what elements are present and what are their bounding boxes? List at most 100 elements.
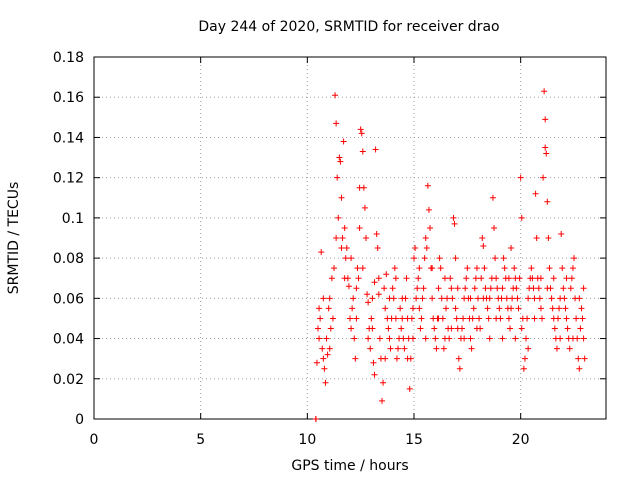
data-point	[542, 116, 549, 123]
data-point	[393, 355, 400, 362]
data-point	[541, 88, 548, 95]
data-point	[508, 245, 515, 252]
data-point	[319, 345, 326, 352]
data-point	[429, 295, 436, 302]
data-point	[569, 335, 576, 342]
data-point	[347, 315, 353, 322]
data-point	[412, 245, 419, 252]
data-point	[443, 305, 449, 312]
data-point	[320, 295, 327, 302]
data-point	[524, 315, 531, 322]
data-point	[323, 335, 330, 342]
data-point	[520, 365, 527, 372]
data-point	[354, 265, 361, 272]
data-point	[449, 295, 456, 302]
data-point	[380, 379, 387, 386]
data-point	[485, 315, 492, 322]
data-point	[448, 325, 455, 332]
data-point	[363, 235, 369, 241]
data-point	[399, 295, 406, 302]
data-point	[389, 285, 396, 292]
data-point	[429, 265, 436, 272]
data-point	[508, 305, 515, 312]
data-point	[371, 371, 378, 378]
data-point	[324, 351, 331, 358]
data-point	[385, 325, 392, 332]
x-tick-label: 20	[512, 432, 530, 448]
data-point	[358, 130, 365, 137]
data-point	[521, 355, 528, 362]
data-point	[452, 305, 459, 312]
data-point	[553, 345, 560, 352]
data-point	[447, 275, 454, 282]
data-point	[499, 335, 506, 342]
data-point	[411, 255, 417, 262]
data-point	[422, 235, 429, 241]
data-point	[359, 148, 366, 155]
y-tick-label: 0.1	[62, 211, 84, 227]
data-point	[341, 224, 348, 231]
data-point	[525, 295, 532, 302]
data-point	[345, 283, 352, 290]
y-tick-label: 0.06	[53, 291, 84, 307]
data-point	[353, 315, 360, 322]
data-point	[374, 245, 381, 252]
data-point	[514, 295, 521, 302]
data-point	[500, 255, 507, 262]
data-point	[419, 295, 426, 302]
data-point	[315, 325, 321, 332]
data-point	[408, 315, 415, 322]
data-point	[435, 285, 442, 292]
y-tick-label: 0.02	[53, 372, 84, 388]
data-point	[334, 174, 341, 181]
data-point	[498, 295, 505, 302]
data-point	[505, 275, 512, 282]
data-point	[462, 285, 469, 292]
data-point	[533, 235, 540, 241]
data-point	[368, 315, 375, 322]
data-point	[544, 198, 551, 205]
data-point	[335, 214, 342, 221]
data-point	[499, 285, 506, 292]
data-point	[404, 355, 411, 362]
data-point	[436, 255, 443, 262]
data-point	[569, 265, 576, 272]
data-point	[329, 315, 336, 322]
data-point	[406, 385, 413, 392]
data-point	[535, 285, 542, 292]
data-point	[427, 224, 433, 231]
data-point	[456, 365, 463, 372]
y-tick-label: 0.18	[53, 50, 84, 66]
data-point	[540, 174, 547, 181]
data-point	[421, 255, 428, 262]
data-point	[356, 224, 363, 231]
data-point	[349, 305, 356, 312]
data-point	[461, 335, 468, 342]
data-point	[441, 275, 448, 282]
data-point	[379, 397, 385, 404]
data-point	[414, 285, 421, 292]
data-point	[536, 295, 543, 302]
data-point	[482, 285, 489, 292]
data-point	[566, 345, 573, 352]
data-point	[455, 355, 462, 362]
data-point	[464, 265, 471, 272]
data-point	[549, 305, 556, 312]
data-point	[341, 275, 348, 282]
data-point	[392, 315, 399, 322]
data-point	[480, 295, 487, 302]
data-point	[353, 285, 360, 292]
data-point	[432, 335, 439, 342]
data-point	[352, 355, 359, 362]
data-point	[357, 126, 364, 133]
data-point	[544, 285, 551, 292]
data-point	[403, 275, 410, 282]
data-point	[567, 285, 574, 292]
data-point	[473, 265, 480, 272]
data-point	[493, 315, 500, 322]
data-point	[475, 295, 481, 302]
data-point	[473, 325, 480, 332]
data-point	[468, 345, 475, 352]
data-point	[325, 305, 332, 312]
data-point	[350, 295, 357, 302]
